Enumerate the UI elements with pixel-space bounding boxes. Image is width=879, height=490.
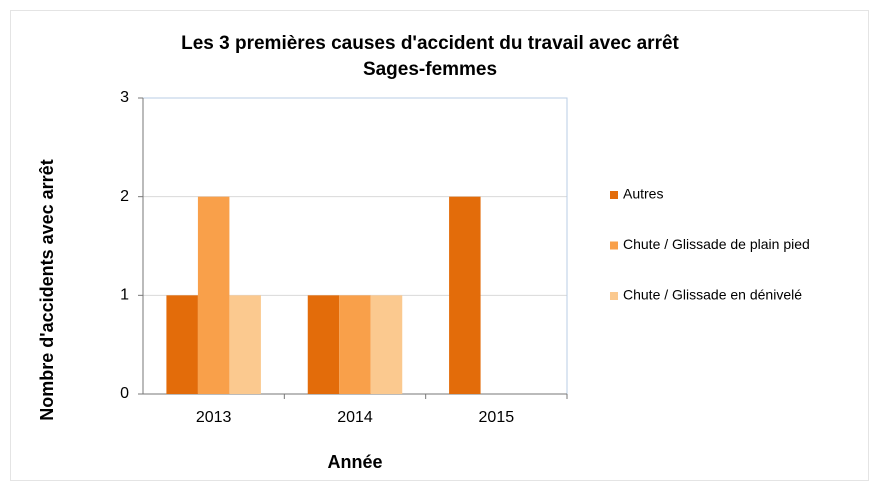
y-tick-label: 0 [120, 385, 129, 402]
bar [370, 295, 403, 394]
x-tick-label: 2013 [196, 409, 232, 426]
plot-border [143, 97, 568, 394]
bar [197, 196, 230, 394]
x-tick-label: 2015 [479, 409, 515, 426]
bar [307, 295, 340, 394]
legend-label: Chute / Glissade de plain pied [623, 236, 810, 252]
x-tick-label: 2014 [337, 409, 373, 426]
legend-label: Chute / Glissade en dénivelé [623, 287, 802, 303]
y-tick-label: 1 [120, 287, 129, 304]
chart-subtitle: Sages-femmes [363, 59, 497, 80]
y-tick-label: 2 [120, 188, 129, 205]
y-tick-label: 3 [120, 89, 129, 106]
bar [449, 196, 481, 394]
legend-swatch [610, 241, 618, 250]
bar [339, 295, 371, 394]
bar [166, 295, 198, 394]
chart-title: Les 3 premières causes d'accident du tra… [181, 33, 679, 54]
y-axis-label: Nombre d'accidents avec arrêt [37, 159, 57, 420]
x-axis-label: Année [327, 452, 382, 472]
legend-swatch [610, 292, 618, 300]
legend-swatch [610, 191, 618, 199]
legend-label: Autres [623, 186, 663, 202]
chart-frame [10, 10, 869, 481]
bar [229, 295, 261, 394]
